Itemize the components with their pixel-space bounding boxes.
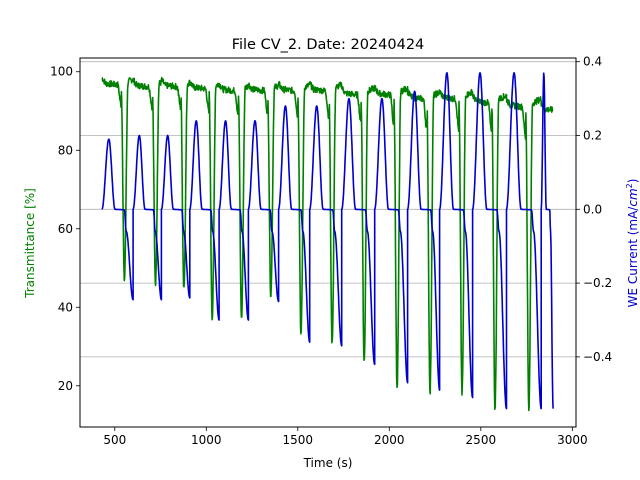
left-y-axis-ticks: 20 40 60 80 100 — [50, 65, 80, 393]
left-y-tick-label: 80 — [58, 143, 73, 157]
right-y-tick-label: 0.2 — [583, 128, 602, 142]
x-tick-label: 1000 — [191, 433, 222, 447]
left-y-tick-label: 100 — [50, 65, 73, 79]
x-tick-label: 3000 — [557, 433, 588, 447]
x-axis-label: Time (s) — [303, 456, 353, 470]
right-y-axis-label-unit: cm — [626, 188, 640, 206]
left-y-tick-label: 20 — [58, 379, 73, 393]
right-y-axis-label-prefix: WE Current (mA/ — [626, 206, 640, 308]
right-y-tick-label: 0.4 — [583, 55, 602, 69]
x-tick-label: 500 — [103, 433, 126, 447]
current-series-line — [101, 72, 554, 410]
x-tick-label: 2000 — [374, 433, 405, 447]
right-y-tick-label: −0.4 — [583, 350, 612, 364]
x-tick-label: 1500 — [283, 433, 314, 447]
left-y-axis-label: Transmittance [%] — [23, 188, 37, 299]
right-y-tick-label: 0.0 — [583, 202, 602, 216]
axes-frame — [79, 57, 577, 428]
right-y-tick-label: −0.2 — [583, 276, 612, 290]
right-y-axis-ticks: −0.4 −0.2 0.0 0.2 0.4 — [576, 55, 612, 364]
left-y-tick-label: 60 — [58, 222, 73, 236]
x-tick-label: 2500 — [466, 433, 497, 447]
right-y-axis-label-sup: 2 — [625, 183, 634, 188]
chart-title: File CV_2. Date: 20240424 — [232, 37, 425, 53]
right-y-axis-label-suffix: ) — [626, 179, 640, 184]
plot-area — [101, 72, 554, 412]
left-y-tick-label: 40 — [58, 300, 73, 314]
x-axis-ticks: 500 1000 1500 2000 2500 3000 — [103, 427, 588, 447]
right-y-axis-label: WE Current (mA/cm2) — [625, 179, 640, 308]
